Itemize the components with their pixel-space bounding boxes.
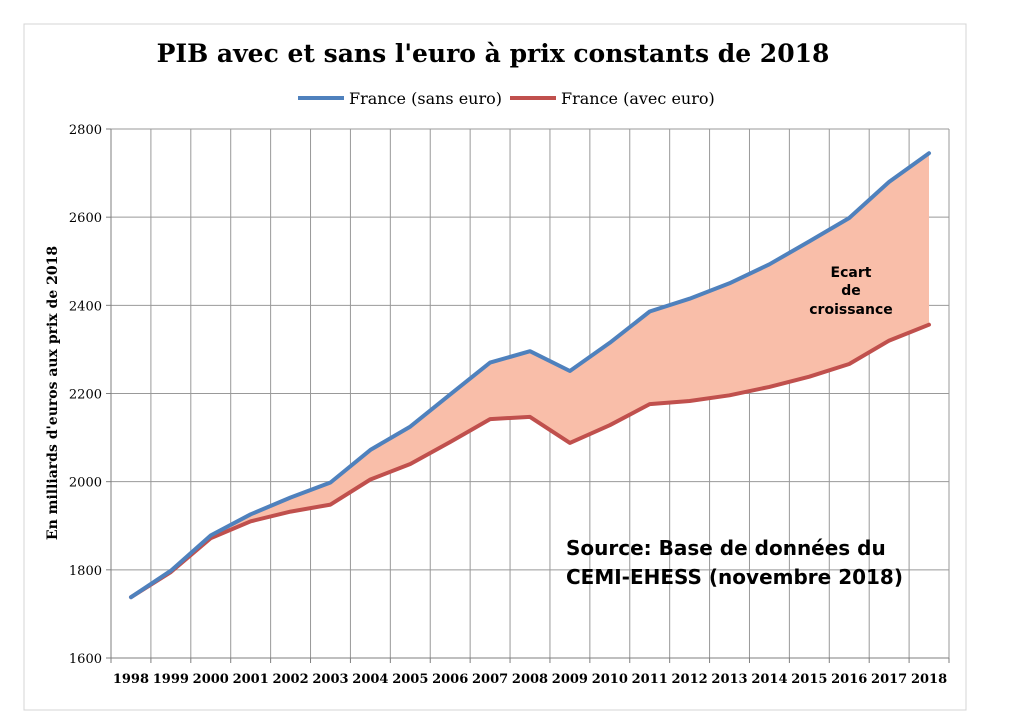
source-line-2: CEMI-EHESS (novembre 2018)	[566, 565, 903, 589]
source-line-1: Source: Base de données du	[566, 536, 886, 560]
series-line-avec-euro	[129, 322, 931, 600]
x-tick-label: 2001	[233, 672, 269, 687]
x-tick-label: 2015	[791, 672, 827, 687]
x-tick-label: 2004	[352, 672, 388, 687]
y-tick-label: 2400	[69, 299, 102, 314]
legend-label-sans-euro: France (sans euro)	[349, 89, 502, 108]
gap-label-line-1: Ecart	[831, 265, 872, 281]
x-tick-label: 1999	[153, 672, 189, 687]
x-tick-label: 2016	[831, 672, 867, 687]
y-tick-label: 1800	[69, 564, 102, 579]
source-note: Source: Base de données du CEMI-EHESS (n…	[566, 536, 903, 589]
x-tick-label: 2011	[632, 672, 668, 687]
gap-label-line-2: de	[841, 283, 861, 299]
x-tick-label: 2012	[672, 672, 708, 687]
gap-area	[131, 153, 929, 598]
x-tick-label: 2009	[552, 672, 588, 687]
y-tick-label: 2000	[69, 476, 102, 491]
y-tick-label: 2200	[69, 388, 102, 403]
y-axis-label: En milliards d'euros aux prix de 2018	[45, 246, 61, 540]
x-tick-label: 2000	[193, 672, 229, 687]
series	[129, 151, 931, 600]
y-tick-label: 2600	[69, 211, 102, 226]
x-tick-label: 2013	[711, 672, 747, 687]
gap-annotation: Ecart de croissance	[809, 265, 893, 318]
x-tick-label: 2007	[472, 672, 508, 687]
chart-title: PIB avec et sans l'euro à prix constants…	[157, 39, 830, 68]
x-tick-label: 2005	[392, 672, 428, 687]
x-tick-label: 2003	[312, 672, 348, 687]
x-tick-label: 2010	[592, 672, 628, 687]
legend: France (sans euro) France (avec euro)	[298, 89, 715, 108]
y-tick-labels: 1600 1800 2000 2200 2400 2600 2800	[69, 123, 102, 667]
x-tick-label: 2017	[871, 672, 907, 687]
y-tick-label: 2800	[69, 123, 102, 138]
x-tick-label: 2018	[911, 672, 947, 687]
legend-label-avec-euro: France (avec euro)	[561, 89, 715, 108]
gap-label-line-3: croissance	[809, 302, 893, 318]
x-tick-label: 2006	[432, 672, 468, 687]
x-tick-label: 2014	[751, 672, 787, 687]
series-line-sans-euro	[129, 151, 931, 600]
x-tick-label: 2008	[512, 672, 548, 687]
y-tick-label: 1600	[69, 652, 102, 667]
x-tick-label: 2002	[272, 672, 308, 687]
x-tick-labels: 1998 1999 2000 2001 2002 2003 2004 2005 2006 2007…	[113, 672, 947, 687]
x-tick-label: 1998	[113, 672, 149, 687]
axes	[106, 128, 950, 663]
